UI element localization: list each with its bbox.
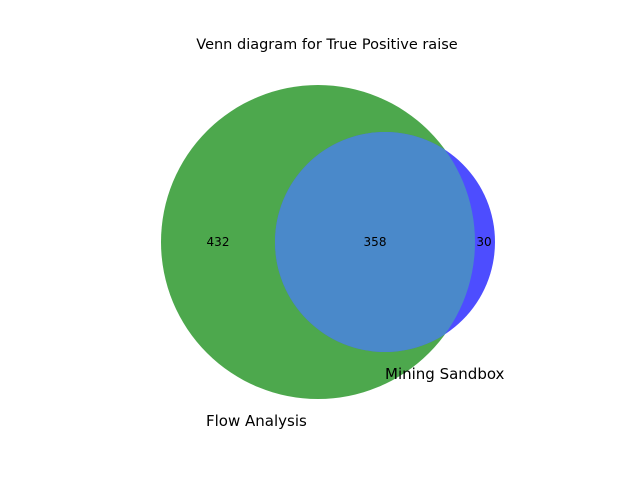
region-count-mining-sandbox-only: 30 (476, 235, 491, 249)
region-count-flow-analysis-only: 432 (207, 235, 230, 249)
diagram-title: Venn diagram for True Positive raise (196, 37, 457, 53)
set-label-flow-analysis: Flow Analysis (206, 412, 307, 430)
set-label-mining-sandbox: Mining Sandbox (385, 365, 505, 383)
intersection-region (275, 132, 475, 352)
region-count-intersection: 358 (364, 235, 387, 249)
